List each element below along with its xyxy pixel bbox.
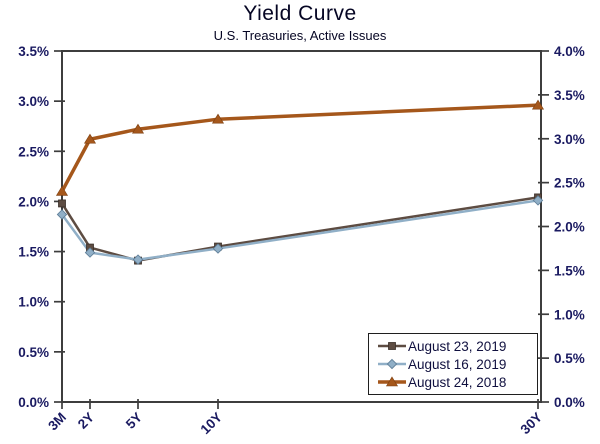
svg-text:1.5%: 1.5%: [18, 245, 49, 260]
legend-triangle-marker-icon: [378, 376, 406, 387]
svg-text:3M: 3M: [45, 410, 69, 434]
svg-text:2.5%: 2.5%: [554, 176, 585, 191]
svg-text:0.0%: 0.0%: [18, 395, 49, 410]
svg-text:2.0%: 2.0%: [554, 220, 585, 235]
svg-text:0.5%: 0.5%: [18, 345, 49, 360]
svg-text:10Y: 10Y: [198, 410, 226, 438]
svg-text:3.0%: 3.0%: [18, 94, 49, 109]
legend-label: August 24, 2018: [408, 374, 507, 390]
svg-text:30Y: 30Y: [518, 410, 546, 438]
svg-text:0.0%: 0.0%: [554, 395, 585, 410]
svg-text:5Y: 5Y: [123, 410, 145, 432]
legend-label: August 16, 2019: [408, 356, 507, 372]
legend-diamond-marker-icon: [378, 358, 406, 370]
svg-text:1.0%: 1.0%: [18, 295, 49, 310]
svg-text:1.0%: 1.0%: [554, 307, 585, 322]
chart-legend: August 23, 2019 August 16, 2019 August 24,…: [368, 333, 538, 395]
svg-text:3.5%: 3.5%: [18, 44, 49, 59]
legend-square-marker-icon: [378, 342, 406, 350]
chart-title: Yield Curve: [243, 2, 357, 25]
svg-text:3.0%: 3.0%: [554, 132, 585, 147]
svg-text:2.5%: 2.5%: [18, 144, 49, 159]
legend-label: August 23, 2019: [408, 338, 507, 354]
svg-text:2.0%: 2.0%: [18, 194, 49, 209]
svg-text:0.5%: 0.5%: [554, 351, 585, 366]
legend-item: August 16, 2019: [377, 355, 535, 373]
legend-item: August 23, 2019: [377, 337, 535, 355]
svg-text:4.0%: 4.0%: [554, 44, 585, 59]
legend-item: August 24, 2018: [377, 373, 535, 391]
svg-text:2Y: 2Y: [75, 410, 97, 432]
svg-text:1.5%: 1.5%: [554, 263, 585, 278]
svg-text:3.5%: 3.5%: [554, 88, 585, 103]
chart-subtitle: U.S. Treasuries, Active Issues: [213, 28, 387, 43]
